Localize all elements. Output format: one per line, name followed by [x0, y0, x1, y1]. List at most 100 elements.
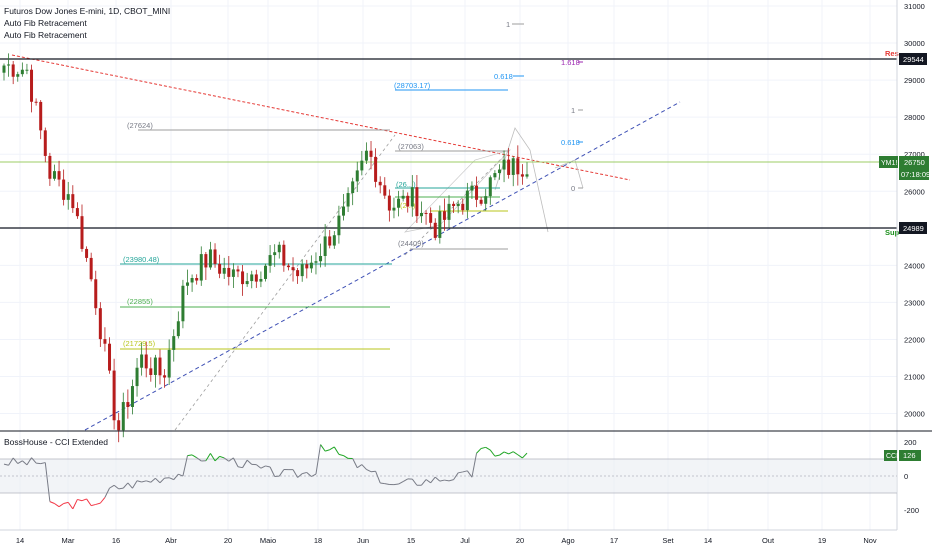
candle-body[interactable]: [11, 64, 15, 77]
grey-channel-line[interactable]: [174, 134, 396, 431]
candle-body[interactable]: [401, 195, 405, 199]
candle-body[interactable]: [346, 193, 350, 207]
candle-body[interactable]: [121, 402, 125, 431]
candle-body[interactable]: [199, 254, 203, 281]
candle-body[interactable]: [227, 267, 231, 277]
candle-body[interactable]: [364, 150, 368, 161]
candle-body[interactable]: [296, 270, 300, 277]
candle-body[interactable]: [259, 278, 263, 282]
candle-body[interactable]: [241, 271, 245, 285]
candle-body[interactable]: [493, 173, 497, 178]
candle-body[interactable]: [470, 185, 474, 191]
candle-body[interactable]: [75, 208, 79, 217]
candle-body[interactable]: [126, 402, 130, 407]
candle-body[interactable]: [374, 156, 378, 182]
candle-body[interactable]: [429, 213, 433, 223]
candle-body[interactable]: [52, 171, 56, 179]
candle-body[interactable]: [66, 194, 70, 200]
candle-body[interactable]: [112, 370, 116, 421]
candle-body[interactable]: [378, 181, 382, 186]
candle-body[interactable]: [144, 354, 148, 369]
candle-body[interactable]: [222, 267, 226, 274]
candle-body[interactable]: [2, 65, 6, 73]
candle-body[interactable]: [419, 212, 423, 217]
candle-body[interactable]: [34, 101, 38, 103]
candle-body[interactable]: [16, 74, 20, 77]
candle-body[interactable]: [273, 252, 277, 256]
candle-body[interactable]: [48, 155, 52, 179]
candle-body[interactable]: [520, 174, 524, 177]
candle-body[interactable]: [7, 64, 11, 66]
candle-body[interactable]: [525, 174, 529, 177]
candle-body[interactable]: [488, 177, 492, 197]
candle-body[interactable]: [57, 171, 61, 180]
candle-body[interactable]: [89, 257, 93, 280]
candle-body[interactable]: [277, 244, 281, 253]
candle-body[interactable]: [135, 367, 139, 387]
candle-body[interactable]: [163, 375, 167, 378]
indicator-title[interactable]: BossHouse - CCI Extended: [4, 437, 108, 447]
candle-body[interactable]: [98, 308, 102, 340]
candle-body[interactable]: [305, 264, 309, 269]
red-trendline[interactable]: [11, 54, 631, 181]
candle-body[interactable]: [80, 216, 84, 249]
candle-body[interactable]: [341, 206, 345, 216]
candle-body[interactable]: [94, 279, 98, 309]
candle-body[interactable]: [153, 357, 157, 375]
candle-body[interactable]: [186, 282, 190, 286]
candle-body[interactable]: [369, 150, 373, 157]
candle-body[interactable]: [447, 203, 451, 220]
candle-body[interactable]: [442, 211, 446, 220]
candle-body[interactable]: [415, 187, 419, 217]
candle-body[interactable]: [208, 249, 212, 268]
candle-body[interactable]: [438, 211, 442, 238]
candle-body[interactable]: [85, 248, 89, 258]
candle-body[interactable]: [383, 185, 387, 196]
candle-body[interactable]: [218, 263, 222, 274]
candle-body[interactable]: [351, 181, 355, 194]
candle-body[interactable]: [130, 386, 134, 407]
candle-body[interactable]: [392, 207, 396, 211]
candle-body[interactable]: [176, 321, 180, 337]
candle-body[interactable]: [108, 343, 112, 371]
candle-body[interactable]: [213, 249, 217, 264]
candle-body[interactable]: [484, 196, 488, 204]
candle-body[interactable]: [167, 349, 171, 378]
candle-body[interactable]: [355, 170, 359, 182]
candle-body[interactable]: [433, 222, 437, 238]
candle-body[interactable]: [291, 267, 295, 271]
symbol-legend[interactable]: Futuros Dow Jones E-mini, 1D, CBOT_MINI: [4, 6, 171, 16]
candle-body[interactable]: [319, 255, 323, 262]
candle-body[interactable]: [25, 69, 29, 71]
projection-path-2[interactable]: [554, 159, 584, 189]
candle-body[interactable]: [204, 254, 208, 268]
candle-body[interactable]: [71, 194, 75, 209]
candle-body[interactable]: [323, 236, 327, 256]
candle-body[interactable]: [497, 169, 501, 174]
candle-body[interactable]: [424, 212, 428, 214]
candle-body[interactable]: [475, 185, 479, 200]
candle-body[interactable]: [172, 336, 176, 350]
drawing-layer[interactable]: [11, 23, 681, 431]
candle-body[interactable]: [62, 179, 66, 200]
candle-body[interactable]: [410, 187, 414, 207]
candle-body[interactable]: [264, 265, 267, 279]
candle-body[interactable]: [117, 420, 121, 431]
candle-body[interactable]: [309, 262, 313, 269]
blue-trendline[interactable]: [84, 101, 681, 431]
candle-body[interactable]: [140, 354, 144, 368]
candle-body[interactable]: [254, 274, 258, 282]
price-axis[interactable]: 3100030000290002800027000260002500024000…: [904, 2, 925, 419]
candle-body[interactable]: [516, 158, 520, 175]
candle-body[interactable]: [507, 159, 511, 175]
candle-body[interactable]: [149, 368, 153, 375]
candle-body[interactable]: [231, 269, 235, 277]
candle-body[interactable]: [314, 261, 318, 263]
projection-path[interactable]: [494, 127, 549, 233]
candle-body[interactable]: [103, 339, 107, 344]
study-legend-1[interactable]: Auto Fib Retracement: [4, 18, 87, 28]
cci-pane[interactable]: [0, 444, 897, 510]
candle-body[interactable]: [245, 281, 249, 285]
candle-body[interactable]: [282, 244, 286, 266]
time-axis[interactable]: 14 Mar 16 Abr 20 Maio 18 Jun 15 Jul 20 Ago 17 Set 14 Ou…: [16, 536, 877, 545]
